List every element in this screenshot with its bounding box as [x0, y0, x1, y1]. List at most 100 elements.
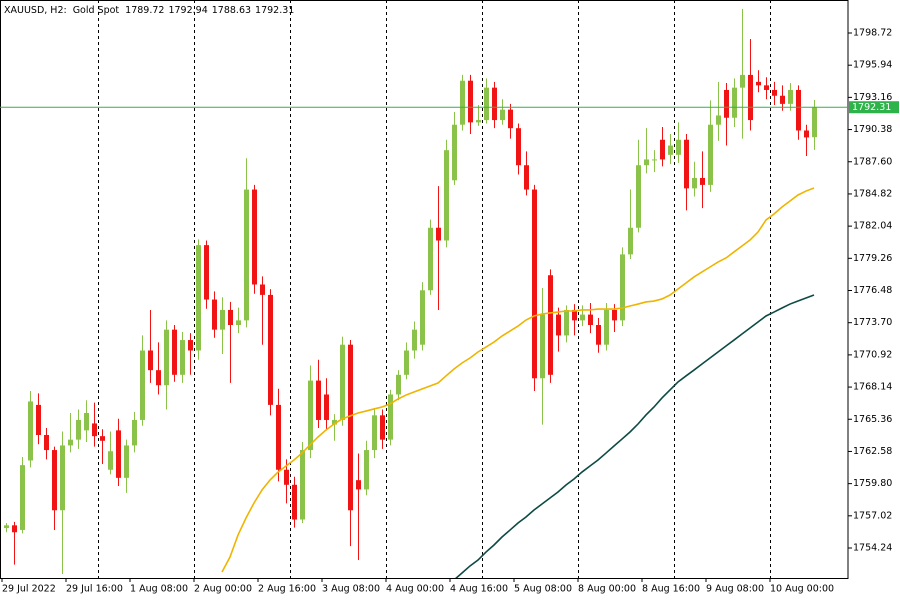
header-high: 1792.94 [168, 5, 207, 16]
candle-body [452, 124, 457, 181]
candle-body [644, 159, 649, 166]
price-label: 1792.31 [852, 102, 891, 113]
x-tick-label: 8 Aug 00:00 [578, 584, 636, 595]
y-tick-label: 1770.92 [853, 349, 892, 360]
candle-body [716, 115, 721, 125]
y-tick-label: 1795.94 [853, 60, 892, 71]
candle-body [172, 329, 177, 375]
y-tick-label: 1779.26 [853, 253, 892, 264]
candle-body [636, 165, 641, 228]
candle-body [404, 350, 409, 375]
plot-frame [0, 0, 849, 579]
candle-body [700, 177, 705, 185]
candle-body [284, 469, 289, 485]
candle-body [76, 419, 81, 440]
candle-body [524, 165, 529, 190]
candle-body [340, 344, 345, 420]
candle-body [100, 436, 105, 441]
candle-body [596, 325, 601, 345]
candle-body [188, 340, 193, 351]
candle-body [308, 380, 313, 451]
candle-body [748, 74, 753, 121]
candle-body [468, 80, 473, 123]
y-tick-label: 1782.04 [853, 221, 892, 232]
candle-body [764, 85, 769, 90]
y-tick-label: 1759.80 [853, 478, 892, 489]
candle-body [556, 314, 561, 336]
y-tick-label: 1787.60 [853, 156, 892, 167]
candle-body [372, 415, 377, 451]
candle-body [436, 227, 441, 241]
candle-body [548, 275, 553, 375]
candle-body [260, 284, 265, 295]
candle-body [44, 435, 49, 451]
candle-body [676, 139, 681, 155]
price-label-box [849, 101, 899, 114]
candle-body [492, 87, 497, 121]
plot-area [4, 8, 817, 578]
y-tick-label: 1784.82 [853, 188, 892, 199]
candle-body [68, 439, 73, 446]
candle-body [532, 189, 537, 379]
candle-body [804, 130, 809, 138]
candle-body [212, 299, 217, 330]
candle-body [124, 445, 129, 478]
header-open: 1789.72 [125, 5, 164, 16]
candle-body [420, 290, 425, 345]
x-tick-label: 29 Jul 2022 [2, 584, 56, 595]
candle-body [204, 245, 209, 300]
candle-body [588, 314, 593, 326]
candle-body [620, 254, 625, 321]
candle-body [572, 309, 577, 321]
separators [98, 0, 771, 578]
y-tick-label: 1762.58 [853, 446, 892, 457]
candle-body [300, 450, 305, 520]
candle-body [116, 430, 121, 478]
x-tick-label: 2 Aug 00:00 [194, 584, 252, 595]
candle-body [4, 525, 9, 528]
candle-body [604, 309, 609, 345]
candle-body [564, 309, 569, 336]
candle-body [484, 87, 489, 121]
y-tick-label: 1765.36 [853, 414, 892, 425]
candle-body [780, 95, 785, 104]
candle-body [788, 89, 793, 104]
candle-body [252, 189, 257, 285]
candle-body [52, 450, 57, 511]
candle-body [196, 245, 201, 351]
candle-body [36, 404, 41, 436]
candle-body [428, 227, 433, 291]
x-tick-label: 4 Aug 16:00 [450, 584, 508, 595]
y-tick-label: 1793.16 [853, 92, 892, 103]
candle-body [12, 525, 17, 533]
candle-body [156, 370, 161, 386]
x-tick-label: 29 Jul 16:00 [66, 584, 123, 595]
candle-body [228, 309, 233, 326]
candle-body [316, 380, 321, 420]
candle-body [60, 445, 65, 511]
candle-body [812, 107, 817, 138]
candle-body [772, 89, 777, 96]
description: Gold Spot [73, 5, 120, 16]
candle-body [724, 89, 729, 118]
y-tick-label: 1754.24 [853, 543, 892, 554]
candle-body [740, 74, 745, 88]
candle-body [380, 415, 385, 440]
candle-body [412, 329, 417, 351]
candle-body [796, 89, 801, 131]
candle-body [132, 419, 137, 446]
y-tick-label: 1790.38 [853, 124, 892, 135]
moving-average [221, 187, 815, 573]
x-tick-label: 10 Aug 00:00 [770, 584, 834, 595]
candle-body [108, 451, 113, 470]
x-tick-label: 5 Aug 08:00 [514, 584, 572, 595]
x-tick-label: 9 Aug 08:00 [706, 584, 764, 595]
candle-body [364, 450, 369, 490]
candle-body [508, 109, 513, 129]
candle-body [84, 413, 89, 431]
candle-body [668, 145, 673, 155]
candle-body [20, 465, 25, 530]
candle-body [652, 159, 657, 161]
moving-average [455, 294, 815, 578]
y-tick-label: 1776.48 [853, 285, 892, 296]
